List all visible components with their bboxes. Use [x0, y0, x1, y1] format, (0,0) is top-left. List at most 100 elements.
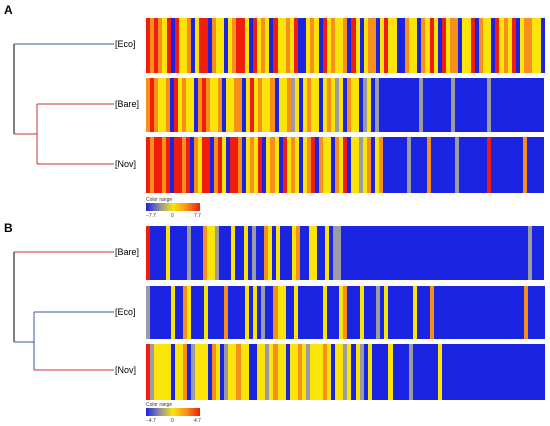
heatmap-cell: [252, 286, 257, 339]
heatmap-cell: [415, 137, 420, 193]
heatmap-cell: [290, 137, 295, 193]
heatmap-cell: [300, 226, 305, 280]
heatmap-cell: [466, 18, 471, 73]
heatmap-cell: [438, 226, 443, 280]
heatmap-cell: [425, 18, 430, 73]
heatmap-cell: [269, 344, 274, 400]
heatmap-cell: [454, 226, 459, 280]
heatmap-cell: [515, 286, 520, 339]
heatmap-cell: [401, 226, 406, 280]
heatmap-cell: [403, 78, 408, 132]
heatmap-cell: [397, 226, 402, 280]
heatmap-cell: [336, 226, 341, 280]
heatmap-cell: [244, 18, 249, 73]
heatmap-cell: [384, 344, 389, 400]
heatmap-cell: [443, 137, 448, 193]
heatmap-cell: [495, 226, 500, 280]
heatmap-cell: [258, 78, 263, 132]
heatmap-cell: [219, 226, 224, 280]
heatmap-cell: [211, 286, 216, 339]
heatmap-cell: [479, 137, 484, 193]
heatmap-cell: [404, 344, 409, 400]
heatmap-cell: [242, 137, 247, 193]
heatmap-cell: [511, 226, 516, 280]
heatmap-cell: [343, 18, 348, 73]
heatmap-cell: [347, 344, 352, 400]
heatmap-cell: [386, 137, 391, 193]
panel-a-dendrogram: [13, 43, 114, 371]
heatmap-cell: [363, 286, 368, 339]
heatmap-cell: [495, 78, 500, 132]
panel-a-legend-title: Color range: [146, 197, 173, 203]
heatmap-cell: [531, 137, 536, 193]
heatmap-cell: [289, 344, 294, 400]
panel-b-heatmap-row-eco: [146, 286, 545, 339]
heatmap-cell: [296, 226, 301, 280]
heatmap-cell: [298, 78, 303, 132]
heatmap-cell: [277, 18, 282, 73]
heatmap-cell: [154, 78, 159, 132]
heatmap-cell: [190, 226, 195, 280]
heatmap-cell: [366, 78, 371, 132]
heatmap-cell: [278, 137, 283, 193]
heatmap-cell: [146, 226, 151, 280]
heatmap-cell: [503, 18, 508, 73]
heatmap-cell: [423, 78, 428, 132]
heatmap-cell: [274, 137, 279, 193]
heatmap-cell: [170, 78, 175, 132]
heatmap-cell: [470, 286, 475, 339]
heatmap-cell: [219, 344, 225, 400]
heatmap-cell: [429, 18, 434, 73]
heatmap-cell: [228, 344, 233, 400]
heatmap-cell: [475, 226, 480, 280]
heatmap-cell: [235, 226, 240, 280]
heatmap-cell: [326, 286, 331, 339]
heatmap-cell: [182, 344, 188, 400]
heatmap-cell: [314, 78, 319, 132]
heatmap-cell: [462, 286, 467, 339]
heatmap-cell: [532, 344, 537, 400]
heatmap-cell: [259, 226, 264, 280]
heatmap-cell: [314, 344, 319, 400]
heatmap-cell: [182, 78, 187, 132]
heatmap-cell: [228, 18, 233, 73]
heatmap-cell: [430, 226, 435, 280]
heatmap-cell: [359, 344, 364, 400]
panel-a-label: A: [4, 3, 13, 17]
heatmap-cell: [455, 137, 460, 193]
heatmap-cell: [231, 226, 236, 280]
heatmap-cell: [248, 344, 253, 400]
heatmap-cell: [421, 286, 426, 339]
heatmap-cell: [357, 226, 362, 280]
heatmap-cell: [312, 226, 317, 280]
heatmap-cell: [406, 226, 411, 280]
heatmap-cell: [478, 286, 483, 339]
heatmap-cell: [413, 18, 418, 73]
heatmap-cell: [392, 18, 397, 73]
heatmap-cell: [269, 286, 274, 339]
heatmap-cell: [400, 344, 405, 400]
heatmap-cell: [308, 226, 313, 280]
heatmap-cell: [419, 137, 424, 193]
heatmap-cell: [507, 286, 512, 339]
heatmap-cell: [442, 226, 447, 280]
heatmap-cell: [186, 78, 191, 132]
heatmap-cell: [382, 137, 387, 193]
heatmap-cell: [273, 18, 278, 73]
heatmap-cell: [310, 18, 315, 73]
heatmap-cell: [240, 344, 245, 400]
heatmap-cell: [166, 78, 171, 132]
heatmap-cell: [166, 344, 171, 400]
heatmap-cell: [282, 137, 287, 193]
heatmap-cell: [351, 18, 356, 73]
heatmap-cell: [427, 78, 432, 132]
heatmap-cell: [211, 344, 216, 400]
heatmap-cell: [417, 18, 422, 73]
heatmap-cell: [166, 226, 171, 280]
heatmap-cell: [378, 137, 383, 193]
heatmap-cell: [482, 286, 488, 339]
heatmap-cell: [363, 344, 368, 400]
heatmap-cell: [378, 78, 383, 132]
heatmap-cell: [334, 78, 339, 132]
heatmap-cell: [182, 18, 188, 73]
